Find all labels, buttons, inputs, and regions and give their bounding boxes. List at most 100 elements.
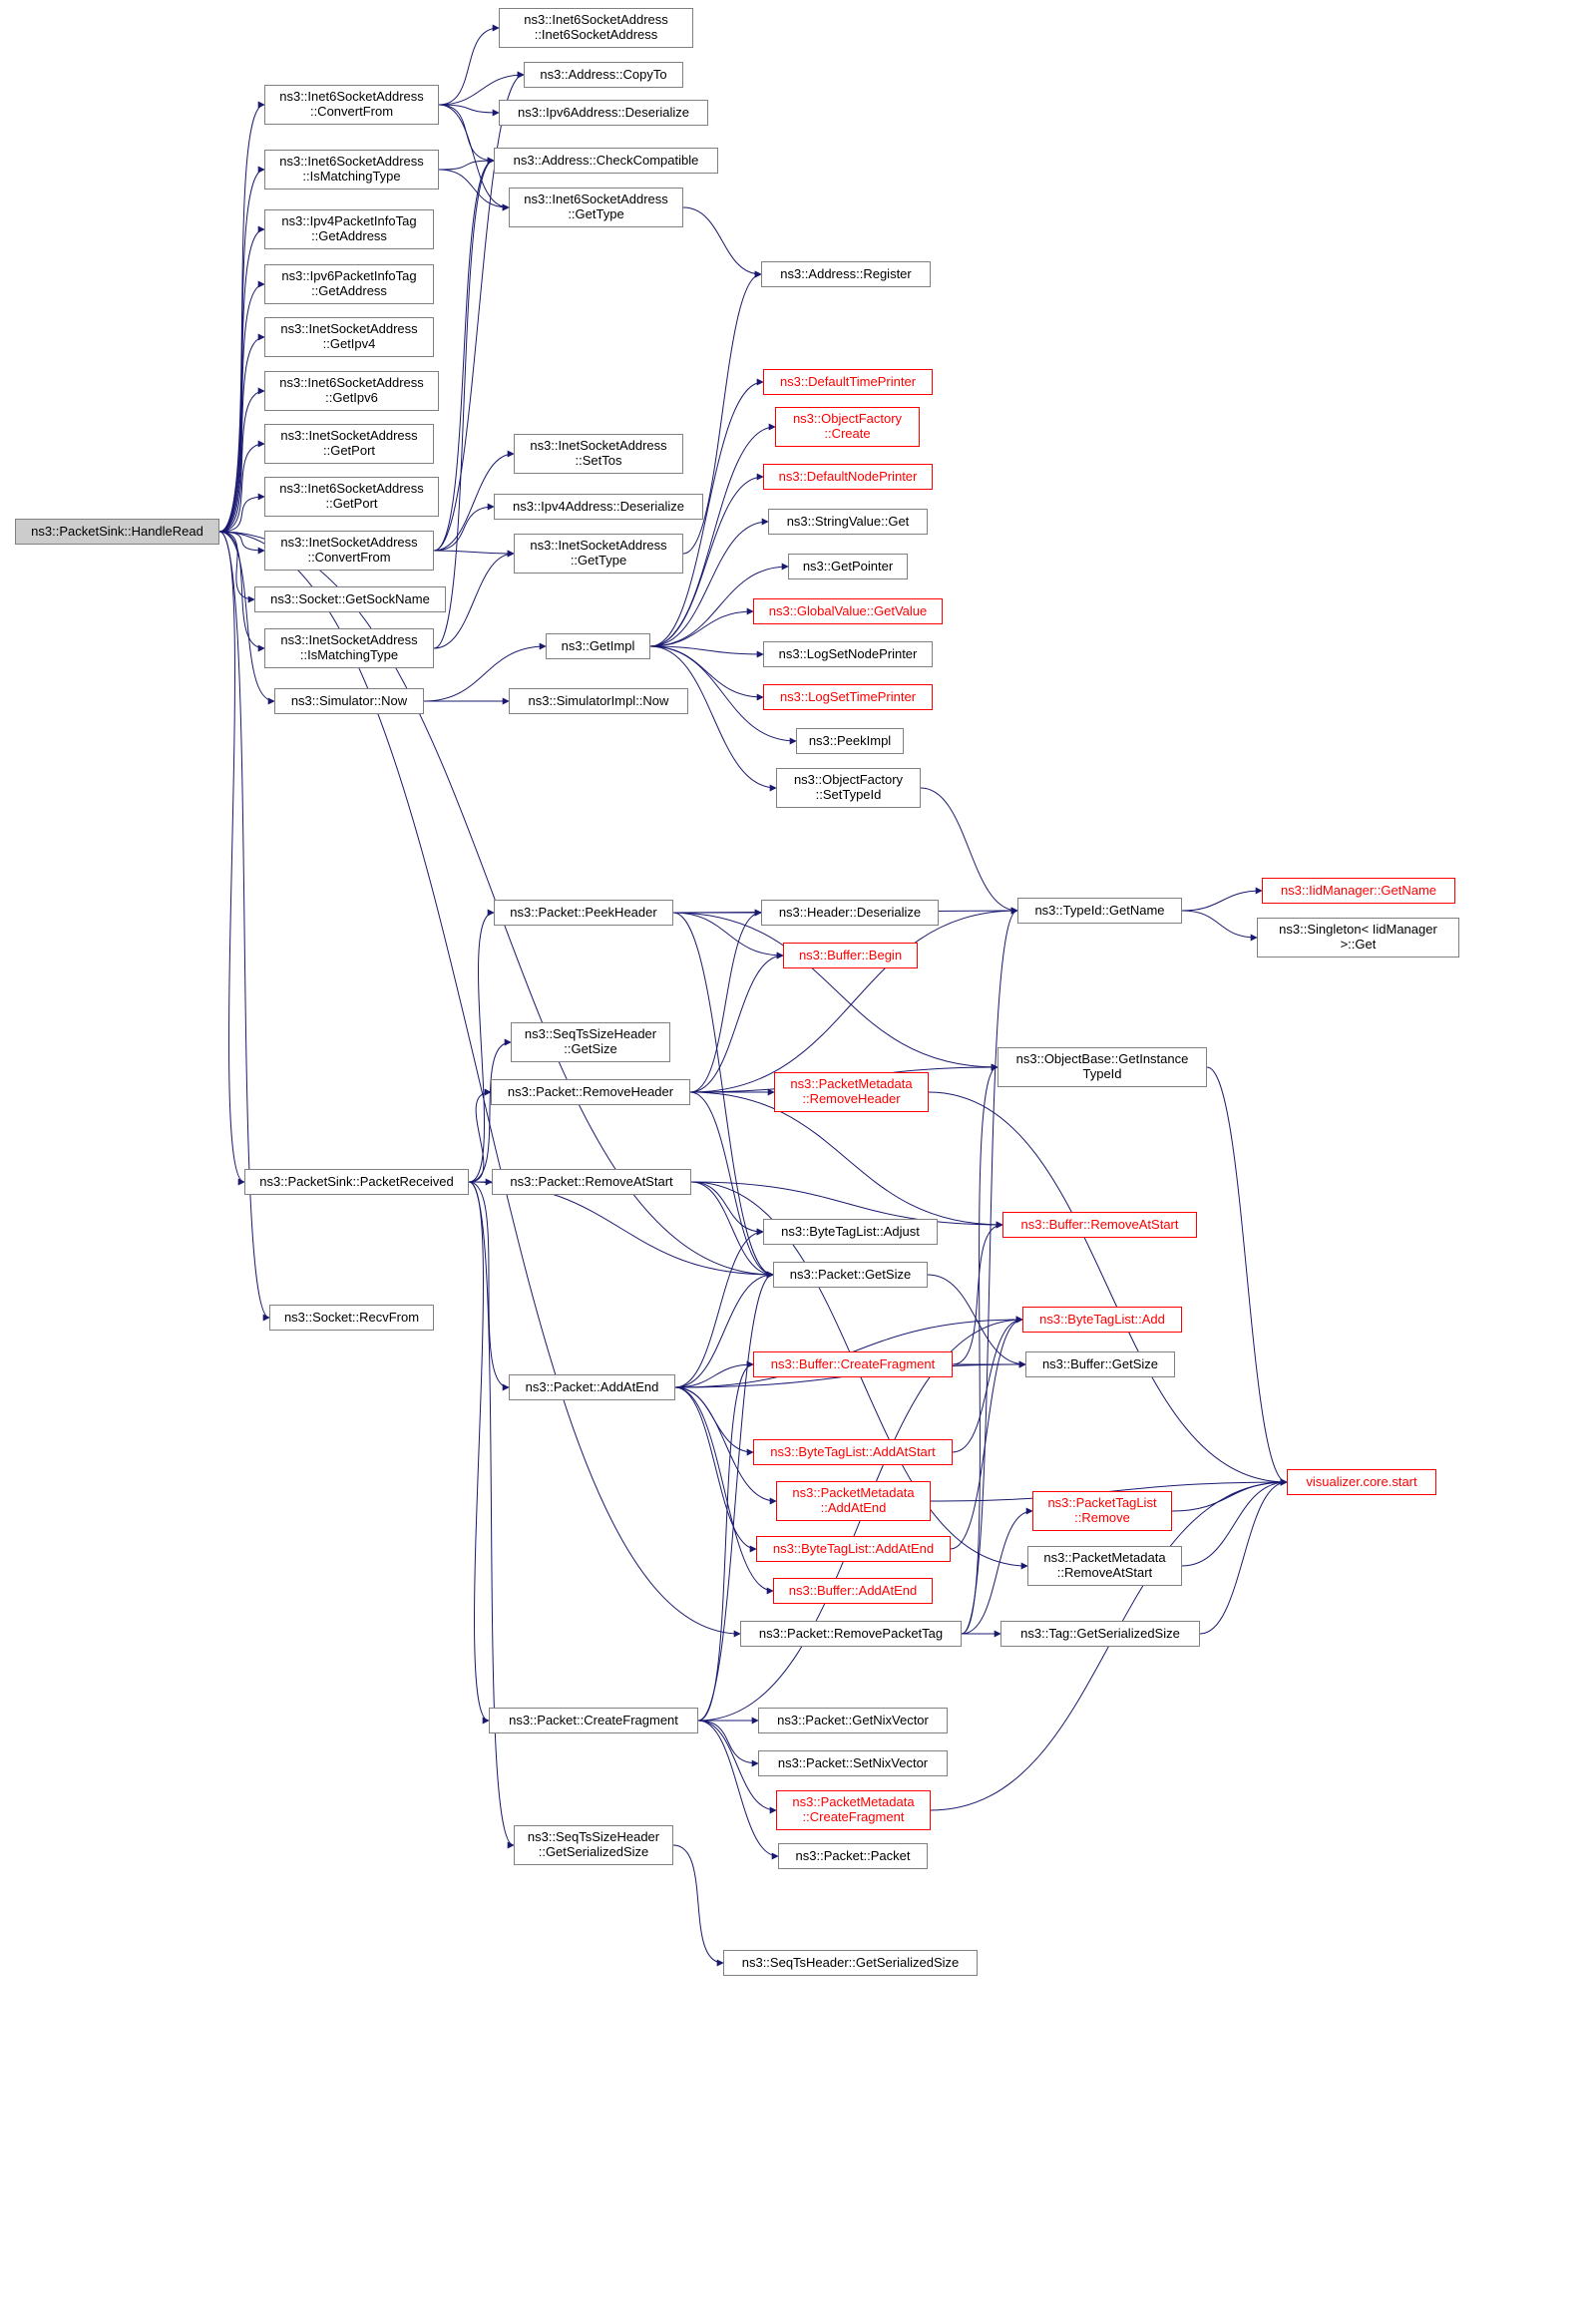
edge-PacketReceived-PeekHeader bbox=[469, 913, 494, 1182]
node-AddrRegister[interactable]: ns3::Address::Register bbox=[761, 261, 931, 287]
node-Inet6ConvertFrom[interactable]: ns3::Inet6SocketAddress ::ConvertFrom bbox=[264, 85, 439, 125]
edge-ByteTagAddAtEnd-ByteTagAdd bbox=[951, 1320, 1022, 1549]
node-ObjFactoryCreate[interactable]: ns3::ObjectFactory ::Create bbox=[775, 407, 920, 447]
node-PacketTagRemove[interactable]: ns3::PacketTagList ::Remove bbox=[1032, 1491, 1172, 1531]
edge-RemoveHeader-BufferBegin bbox=[690, 956, 783, 1092]
edge-ByteTagAddAtStart-ByteTagAdd bbox=[953, 1320, 1022, 1452]
node-SocketRecvFrom[interactable]: ns3::Socket::RecvFrom bbox=[269, 1305, 434, 1331]
node-BufferGetSize[interactable]: ns3::Buffer::GetSize bbox=[1025, 1351, 1175, 1377]
node-Inet6IsMatching[interactable]: ns3::Inet6SocketAddress ::IsMatchingType bbox=[264, 150, 439, 190]
node-PeekHeader[interactable]: ns3::Packet::PeekHeader bbox=[494, 900, 673, 926]
node-InetGetType[interactable]: ns3::InetSocketAddress ::GetType bbox=[514, 534, 683, 574]
node-ByteTagAddAtEnd[interactable]: ns3::ByteTagList::AddAtEnd bbox=[756, 1536, 951, 1562]
edge-PacketReceived-SeqTsSizeGetSerSize bbox=[469, 1182, 514, 1845]
edge-root-Ipv6PktInfo bbox=[219, 284, 264, 532]
edge-InetIsMatching-AddrCheckCompat bbox=[434, 161, 494, 648]
node-PMRemoveAtStart[interactable]: ns3::PacketMetadata ::RemoveAtStart bbox=[1027, 1546, 1182, 1586]
edge-PacketReceived-PacketGetSize bbox=[469, 1182, 773, 1275]
edge-TagGetSerSize-VisualizerStart bbox=[1200, 1482, 1287, 1634]
node-ObjFactorySetTypeId[interactable]: ns3::ObjectFactory ::SetTypeId bbox=[776, 768, 921, 808]
node-SimulatorNow[interactable]: ns3::Simulator::Now bbox=[274, 688, 424, 714]
node-SingletonGet[interactable]: ns3::Singleton< IidManager >::Get bbox=[1257, 918, 1459, 958]
node-root[interactable]: ns3::PacketSink::HandleRead bbox=[15, 519, 219, 545]
node-RemoveAtStart[interactable]: ns3::Packet::RemoveAtStart bbox=[492, 1169, 691, 1195]
edge-RemoveAtStart-PacketGetSize bbox=[691, 1182, 773, 1275]
edge-Inet6ConvertFrom-Ipv6Deserialize bbox=[439, 105, 499, 113]
edge-TypeIdGetName-IidMgrGetName bbox=[1182, 891, 1262, 911]
node-Inet6GetIpv6[interactable]: ns3::Inet6SocketAddress ::GetIpv6 bbox=[264, 371, 439, 411]
node-SimImplNow[interactable]: ns3::SimulatorImpl::Now bbox=[509, 688, 688, 714]
node-InetConvertFrom[interactable]: ns3::InetSocketAddress ::ConvertFrom bbox=[264, 531, 434, 571]
edge-root-Inet6IsMatching bbox=[219, 170, 264, 532]
node-StringValueGet[interactable]: ns3::StringValue::Get bbox=[768, 509, 928, 535]
node-LogSetTimePrinter[interactable]: ns3::LogSetTimePrinter bbox=[763, 684, 933, 710]
edge-InetConvertFrom-AddrCopyTo bbox=[434, 75, 524, 551]
node-Ipv4Deserialize[interactable]: ns3::Ipv4Address::Deserialize bbox=[494, 494, 703, 520]
node-PeekImpl[interactable]: ns3::PeekImpl bbox=[796, 728, 904, 754]
node-SeqTsSizeGetSerSize[interactable]: ns3::SeqTsSizeHeader ::GetSerializedSize bbox=[514, 1825, 673, 1865]
node-BufferBegin[interactable]: ns3::Buffer::Begin bbox=[783, 943, 918, 968]
node-DefaultNodePrinter[interactable]: ns3::DefaultNodePrinter bbox=[763, 464, 933, 490]
node-GetImpl[interactable]: ns3::GetImpl bbox=[546, 633, 650, 659]
node-VisualizerStart[interactable]: visualizer.core.start bbox=[1287, 1469, 1436, 1495]
node-PMRemoveHeader[interactable]: ns3::PacketMetadata ::RemoveHeader bbox=[774, 1072, 929, 1112]
node-PacketAddAtEnd[interactable]: ns3::Packet::AddAtEnd bbox=[509, 1374, 675, 1400]
edge-PacketAddAtEnd-ByteTagAddAtEnd bbox=[675, 1387, 756, 1549]
node-Ipv4PktInfo[interactable]: ns3::Ipv4PacketInfoTag ::GetAddress bbox=[264, 209, 434, 249]
node-GetNixVector[interactable]: ns3::Packet::GetNixVector bbox=[758, 1708, 948, 1733]
node-InetGetIpv4[interactable]: ns3::InetSocketAddress ::GetIpv4 bbox=[264, 317, 434, 357]
node-PacketGetSize[interactable]: ns3::Packet::GetSize bbox=[773, 1262, 928, 1288]
node-RemovePacketTag[interactable]: ns3::Packet::RemovePacketTag bbox=[740, 1621, 962, 1647]
node-ObjBaseGetInst[interactable]: ns3::ObjectBase::GetInstance TypeId bbox=[998, 1047, 1207, 1087]
node-HeaderDeserialize[interactable]: ns3::Header::Deserialize bbox=[761, 900, 939, 926]
node-SeqTsSizeGetSize[interactable]: ns3::SeqTsSizeHeader ::GetSize bbox=[511, 1022, 670, 1062]
node-AddrCheckCompat[interactable]: ns3::Address::CheckCompatible bbox=[494, 148, 718, 174]
node-CreateFragment[interactable]: ns3::Packet::CreateFragment bbox=[489, 1708, 698, 1733]
node-SeqTsGetSerSize[interactable]: ns3::SeqTsHeader::GetSerializedSize bbox=[723, 1950, 978, 1976]
node-RemoveHeader[interactable]: ns3::Packet::RemoveHeader bbox=[491, 1079, 690, 1105]
node-BufferAddAtEnd[interactable]: ns3::Buffer::AddAtEnd bbox=[773, 1578, 933, 1604]
node-Ipv6Deserialize[interactable]: ns3::Ipv6Address::Deserialize bbox=[499, 100, 708, 126]
node-Inet6Ctor[interactable]: ns3::Inet6SocketAddress ::Inet6SocketAdd… bbox=[499, 8, 693, 48]
node-Inet6GetPort[interactable]: ns3::Inet6SocketAddress ::GetPort bbox=[264, 477, 439, 517]
edge-Inet6IsMatching-AddrCheckCompat bbox=[439, 161, 494, 170]
node-LogSetNodePrinter[interactable]: ns3::LogSetNodePrinter bbox=[763, 641, 933, 667]
node-PacketReceived[interactable]: ns3::PacketSink::PacketReceived bbox=[244, 1169, 469, 1195]
node-IidMgrGetName[interactable]: ns3::IidManager::GetName bbox=[1262, 878, 1455, 904]
node-PMAddAtEnd[interactable]: ns3::PacketMetadata ::AddAtEnd bbox=[776, 1481, 931, 1521]
edge-PacketReceived-SeqTsSizeGetSize bbox=[469, 1042, 511, 1182]
node-BufferCreateFragment[interactable]: ns3::Buffer::CreateFragment bbox=[753, 1351, 953, 1377]
node-ByteTagAddAtStart[interactable]: ns3::ByteTagList::AddAtStart bbox=[753, 1439, 953, 1465]
node-InetSetTos[interactable]: ns3::InetSocketAddress ::SetTos bbox=[514, 434, 683, 474]
edge-Inet6ConvertFrom-Inet6Ctor bbox=[439, 28, 499, 105]
edge-SeqTsSizeGetSerSize-SeqTsGetSerSize bbox=[673, 1845, 723, 1963]
node-PacketPacket[interactable]: ns3::Packet::Packet bbox=[778, 1843, 928, 1869]
edge-PacketReceived-PacketAddAtEnd bbox=[469, 1182, 509, 1387]
node-ByteTagAdd[interactable]: ns3::ByteTagList::Add bbox=[1022, 1307, 1182, 1333]
node-InetIsMatching[interactable]: ns3::InetSocketAddress ::IsMatchingType bbox=[264, 628, 434, 668]
node-AddrCopyTo[interactable]: ns3::Address::CopyTo bbox=[524, 62, 683, 88]
node-SocketGetSockName[interactable]: ns3::Socket::GetSockName bbox=[254, 586, 446, 612]
edge-Inet6IsMatching-Inet6GetType bbox=[439, 170, 509, 207]
edge-root-PacketReceived bbox=[219, 532, 244, 1182]
node-ByteTagAdjust[interactable]: ns3::ByteTagList::Adjust bbox=[763, 1219, 938, 1245]
node-SetNixVector[interactable]: ns3::Packet::SetNixVector bbox=[758, 1750, 948, 1776]
edge-PacketTagRemove-VisualizerStart bbox=[1172, 1482, 1287, 1511]
node-BufferRemoveAtStart[interactable]: ns3::Buffer::RemoveAtStart bbox=[1002, 1212, 1197, 1238]
node-Ipv6PktInfo[interactable]: ns3::Ipv6PacketInfoTag ::GetAddress bbox=[264, 264, 434, 304]
edge-RemoveHeader-HeaderDeserialize bbox=[690, 913, 761, 1092]
node-GlobalValueGetValue[interactable]: ns3::GlobalValue::GetValue bbox=[753, 598, 943, 624]
edge-root-SocketGetSockName bbox=[219, 532, 254, 599]
node-TagGetSerSize[interactable]: ns3::Tag::GetSerializedSize bbox=[1000, 1621, 1200, 1647]
edge-RemovePacketTag-PacketTagRemove bbox=[962, 1511, 1032, 1634]
node-GetPointer[interactable]: ns3::GetPointer bbox=[788, 554, 908, 579]
edge-InetConvertFrom-Ipv4Deserialize bbox=[434, 507, 494, 551]
node-PMCreateFragment[interactable]: ns3::PacketMetadata ::CreateFragment bbox=[776, 1790, 931, 1830]
edge-InetConvertFrom-InetGetType bbox=[434, 551, 514, 554]
edge-ObjFactorySetTypeId-TypeIdGetName bbox=[921, 788, 1017, 911]
node-Inet6GetType[interactable]: ns3::Inet6SocketAddress ::GetType bbox=[509, 188, 683, 227]
edge-GetImpl-ObjFactorySetTypeId bbox=[650, 646, 776, 788]
node-TypeIdGetName[interactable]: ns3::TypeId::GetName bbox=[1017, 898, 1182, 924]
node-DefaultTimePrinter[interactable]: ns3::DefaultTimePrinter bbox=[763, 369, 933, 395]
node-InetGetPort[interactable]: ns3::InetSocketAddress ::GetPort bbox=[264, 424, 434, 464]
